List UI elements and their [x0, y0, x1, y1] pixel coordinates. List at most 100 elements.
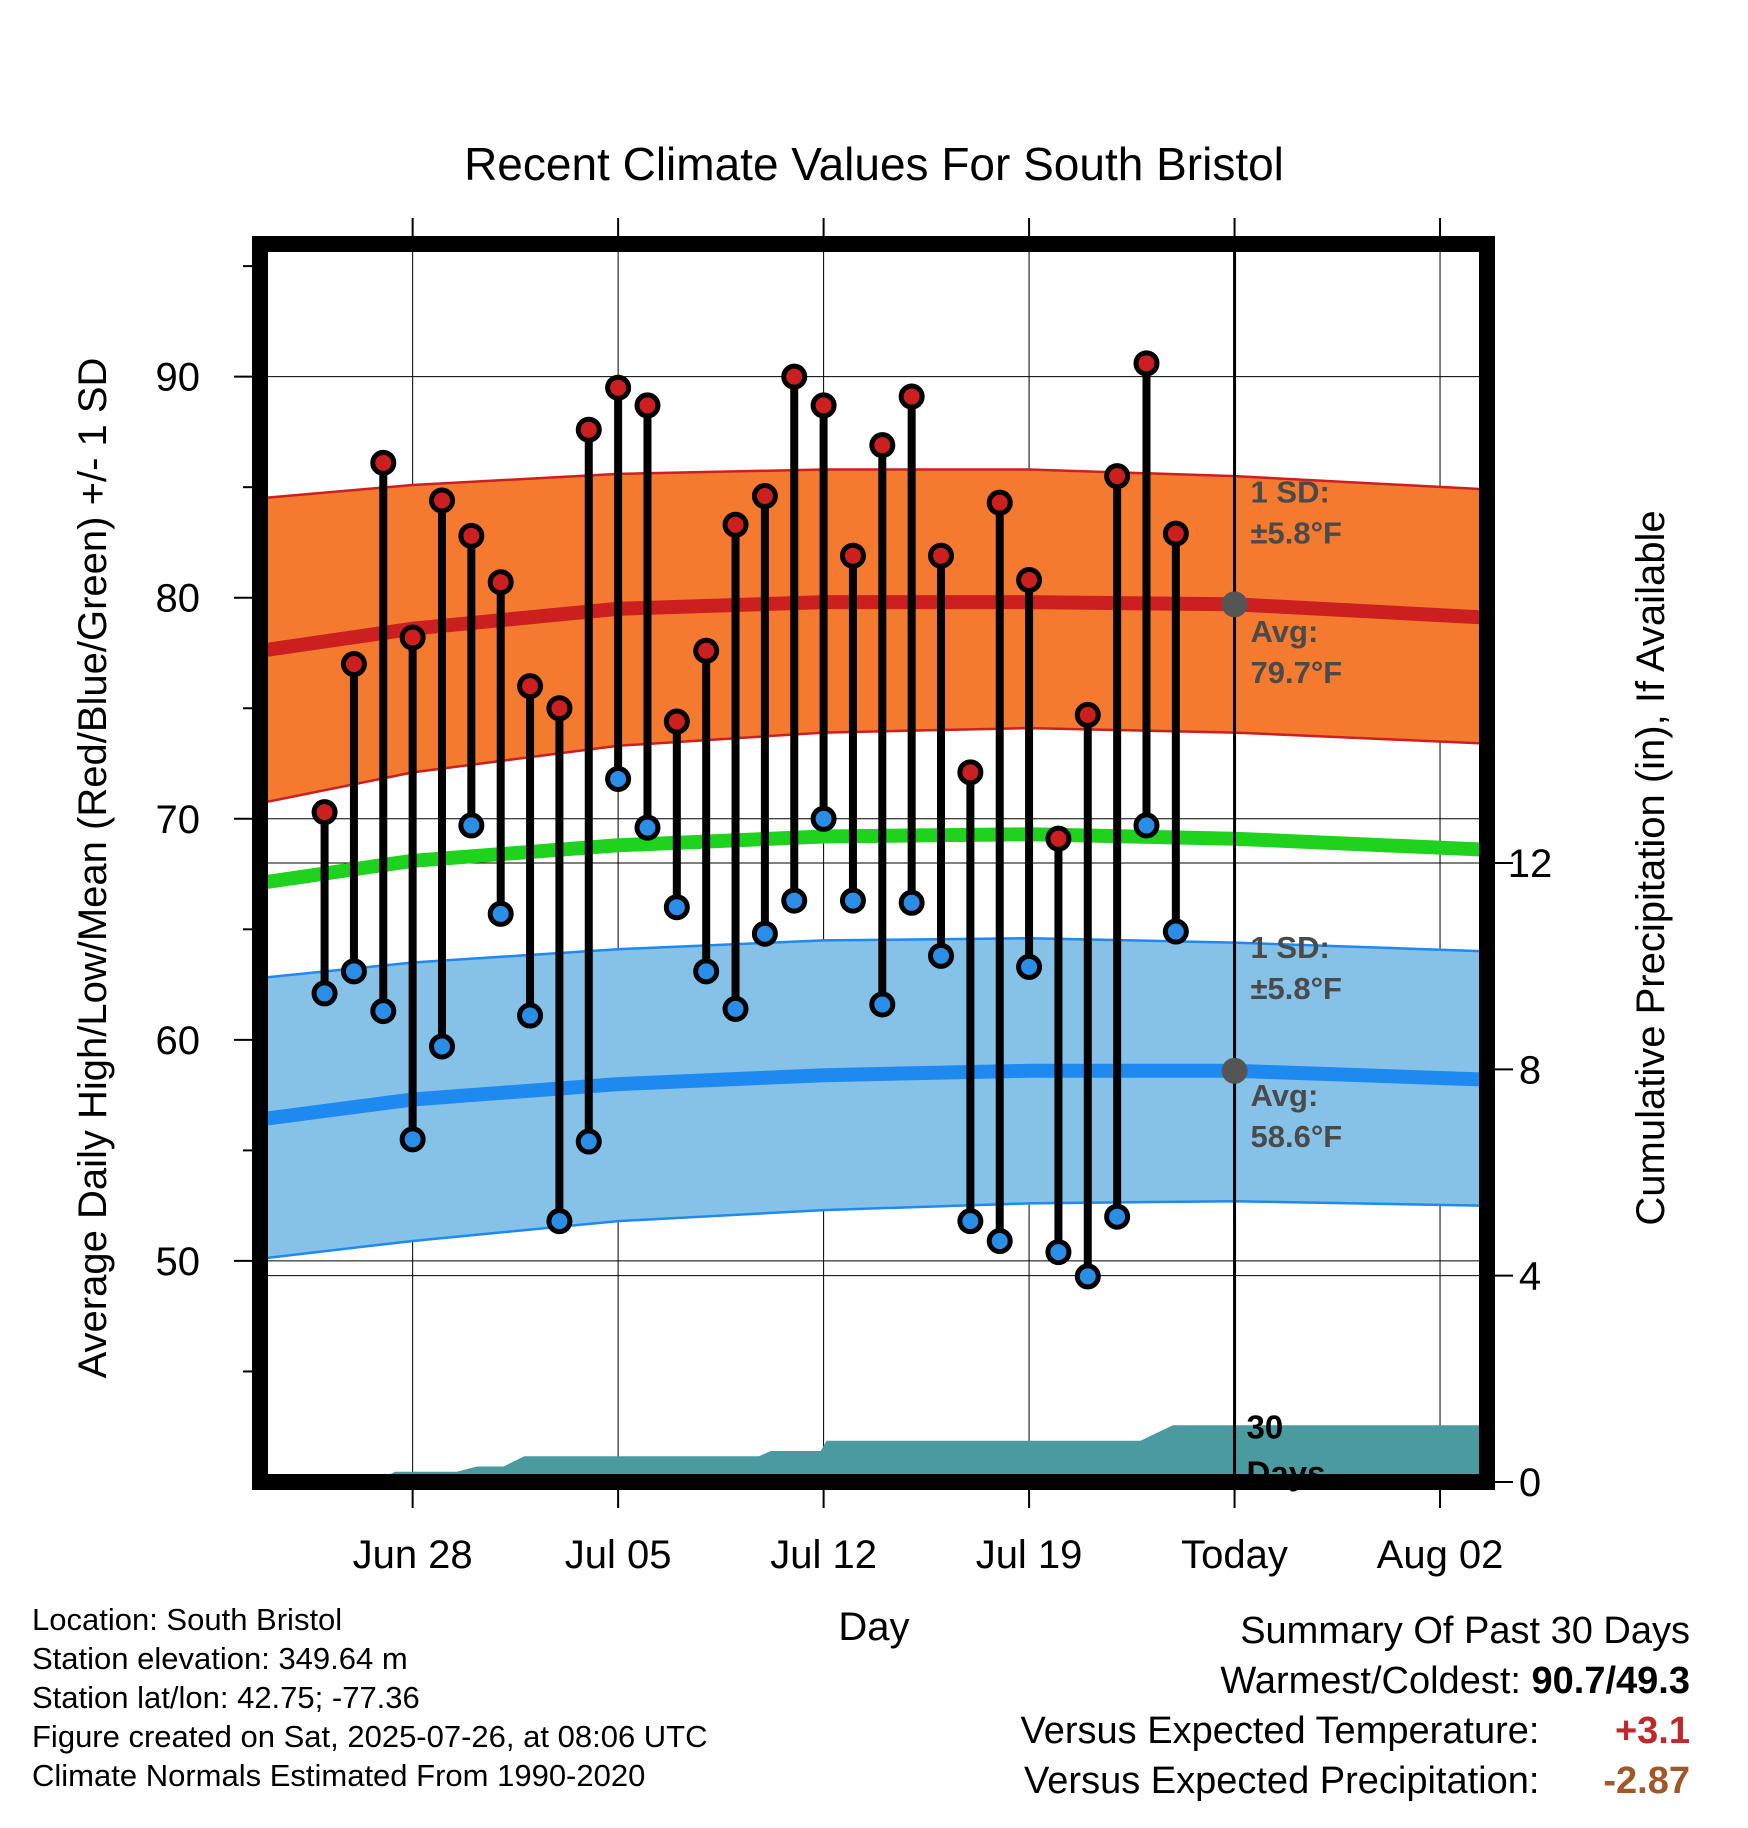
low-temp-point	[1162, 918, 1189, 945]
high-temp-point	[340, 651, 367, 678]
y-tick-label: 90	[156, 356, 201, 400]
days-label-number: 30	[1247, 1409, 1284, 1446]
low-temp-point	[663, 894, 690, 921]
low-temp-point	[340, 958, 367, 985]
high-sd-label: 1 SD:	[1251, 475, 1330, 510]
low-temp-point	[898, 889, 925, 916]
warmest-label: Warmest/Coldest:	[1220, 1660, 1521, 1702]
x-tick-label: Jul 12	[770, 1533, 877, 1577]
y2-tick-label: 8	[1519, 1048, 1541, 1092]
high-temp-point	[1133, 350, 1160, 377]
high-temp-point	[311, 799, 338, 826]
summary-precip-row: Versus Expected Precipitation: -2.87	[1021, 1756, 1690, 1806]
high-temp-point	[1045, 825, 1072, 852]
high-avg-value: 79.7°F	[1251, 655, 1343, 690]
high-temp-point	[546, 695, 573, 722]
high-temp-point	[458, 522, 485, 549]
high-temp-point	[839, 542, 866, 569]
low-temp-point	[722, 995, 749, 1022]
high-temp-point	[517, 673, 544, 700]
chart-title: Recent Climate Values For South Bristol	[464, 138, 1284, 190]
x-tick-label: Jul 19	[976, 1533, 1083, 1577]
summary-temp-row: Versus Expected Temperature: +3.1	[1021, 1706, 1690, 1756]
low-temp-point	[751, 920, 778, 947]
summary-warmest-row: Warmest/Coldest: 90.7/49.3	[1021, 1656, 1690, 1706]
precip-label: Versus Expected Precipitation:	[1024, 1760, 1540, 1802]
high-temp-point	[634, 392, 661, 419]
low-temp-point	[634, 814, 661, 841]
created-text: Figure created on Sat, 2025-07-26, at 08…	[32, 1719, 708, 1754]
low-temp-point	[517, 1002, 544, 1029]
x-tick-label: Jun 28	[353, 1533, 473, 1577]
high-avg-marker	[1221, 591, 1248, 618]
x-tick-label: Aug 02	[1377, 1533, 1504, 1577]
high-temp-point	[722, 511, 749, 538]
low-temp-point	[1074, 1263, 1101, 1290]
low-temp-point	[1045, 1239, 1072, 1266]
high-temp-point	[428, 487, 455, 514]
high-temp-point	[399, 624, 426, 651]
low-temp-point	[605, 765, 632, 792]
y2-tick-label: 0	[1519, 1461, 1541, 1505]
low-temp-point	[311, 980, 338, 1007]
high-temp-point	[898, 383, 925, 410]
high-temp-point	[1162, 520, 1189, 547]
high-temp-point	[781, 363, 808, 390]
low-temp-point	[781, 887, 808, 914]
high-temp-point	[986, 489, 1013, 516]
low-temp-point	[575, 1128, 602, 1155]
warmest-value: 90.7/49.3	[1531, 1660, 1690, 1702]
high-sd-band	[260, 469, 1487, 804]
low-temp-point	[458, 812, 485, 839]
low-temp-point	[1133, 812, 1160, 839]
high-temp-point	[1104, 463, 1131, 490]
high-temp-point	[928, 542, 955, 569]
low-avg-label: Avg:	[1251, 1078, 1319, 1113]
precip-value: -2.87	[1603, 1760, 1690, 1802]
low-temp-point	[428, 1033, 455, 1060]
y2-tick-label: 4	[1519, 1255, 1541, 1299]
y2-axis-label: Cumulative Precipitation (in), If Availa…	[1629, 510, 1673, 1225]
x-axis-label: Day	[838, 1605, 909, 1649]
low-temp-point	[487, 900, 514, 927]
elevation-text: Station elevation: 349.64 m	[32, 1641, 408, 1676]
low-temp-point	[839, 887, 866, 914]
low-temp-point	[986, 1228, 1013, 1255]
high-temp-point	[751, 483, 778, 510]
y-tick-label: 80	[156, 577, 201, 621]
low-temp-point	[1016, 953, 1043, 980]
high-temp-point	[487, 569, 514, 596]
low-sd-band	[260, 938, 1487, 1259]
precip-area	[260, 1425, 1487, 1482]
location-text: Location: South Bristol	[32, 1602, 343, 1637]
low-temp-point	[810, 805, 837, 832]
high-temp-point	[810, 392, 837, 419]
low-temp-point	[957, 1208, 984, 1235]
latlon-text: Station lat/lon: 42.75; -77.36	[32, 1680, 420, 1715]
summary-panel: Summary Of Past 30 Days Warmest/Coldest:…	[1021, 1606, 1690, 1806]
low-temp-point	[928, 942, 955, 969]
high-temp-point	[605, 374, 632, 401]
high-temp-point	[957, 759, 984, 786]
low-temp-point	[399, 1126, 426, 1153]
temp-label: Versus Expected Temperature:	[1020, 1710, 1540, 1752]
y-tick-label: 60	[156, 1019, 201, 1063]
high-temp-point	[663, 708, 690, 735]
summary-title: Summary Of Past 30 Days	[1240, 1610, 1690, 1652]
normals-text: Climate Normals Estimated From 1990-2020	[32, 1758, 646, 1793]
low-sd-label: 1 SD:	[1251, 930, 1330, 965]
high-temp-point	[1016, 567, 1043, 594]
y-tick-label: 70	[156, 798, 201, 842]
low-avg-marker	[1221, 1057, 1248, 1084]
y-tick-label: 50	[156, 1240, 201, 1284]
station-info: Location: South Bristol Station elevatio…	[32, 1600, 708, 1795]
high-temp-point	[575, 416, 602, 443]
high-temp-point	[869, 432, 896, 459]
low-temp-point	[370, 998, 397, 1025]
high-temp-point	[693, 637, 720, 664]
low-temp-point	[693, 958, 720, 985]
low-temp-point	[546, 1208, 573, 1235]
x-tick-label: Jul 05	[565, 1533, 672, 1577]
low-temp-point	[869, 991, 896, 1018]
